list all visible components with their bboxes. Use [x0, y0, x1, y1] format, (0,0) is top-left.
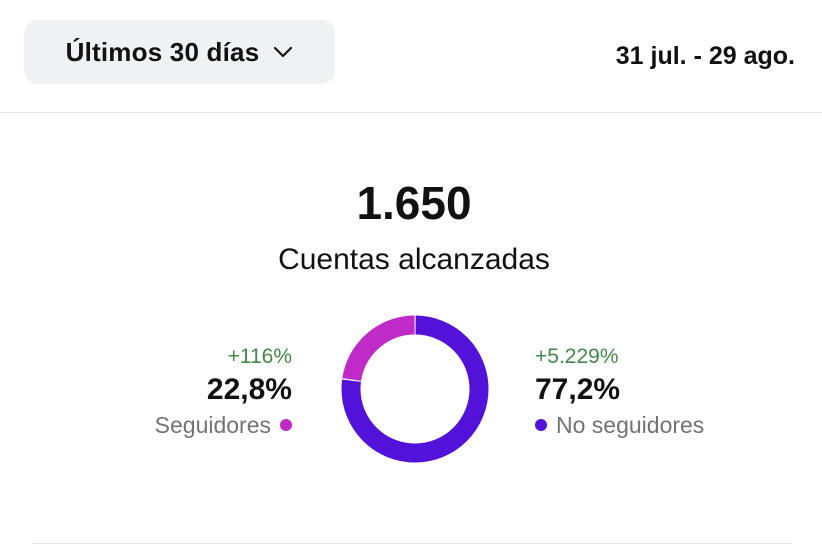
reach-donut-chart: [341, 315, 489, 463]
accounts-reached-label: Cuentas alcanzadas: [278, 243, 550, 276]
accounts-reached-total: 1.650: [356, 177, 472, 229]
non-followers-percent: 77,2%: [535, 373, 621, 406]
date-range-dropdown[interactable]: Últimos 30 días: [24, 20, 335, 84]
donut-slice-followers: [341, 315, 489, 463]
divider: [32, 543, 792, 544]
followers-legend-label: Seguidores: [154, 412, 271, 438]
date-range-dropdown-label: Últimos 30 días: [65, 36, 260, 67]
non-followers-legend-dot: [535, 419, 547, 431]
followers-legend: Seguidores: [155, 410, 292, 440]
chevron-down-icon: [274, 46, 293, 58]
followers-legend-dot: [280, 419, 292, 431]
followers-stat: +116% 22,8% Seguidores: [155, 344, 292, 440]
donut-slice-non-followers: [341, 315, 489, 463]
non-followers-legend: No seguidores: [535, 410, 704, 440]
date-range-text: 31 jul. - 29 ago.: [615, 42, 795, 70]
non-followers-change: +5.229%: [535, 345, 619, 368]
divider: [0, 112, 822, 113]
non-followers-legend-label: No seguidores: [556, 412, 705, 438]
followers-change: +116%: [227, 345, 292, 368]
non-followers-stat: +5.229% 77,2% No seguidores: [535, 344, 704, 440]
followers-percent: 22,8%: [206, 373, 292, 406]
